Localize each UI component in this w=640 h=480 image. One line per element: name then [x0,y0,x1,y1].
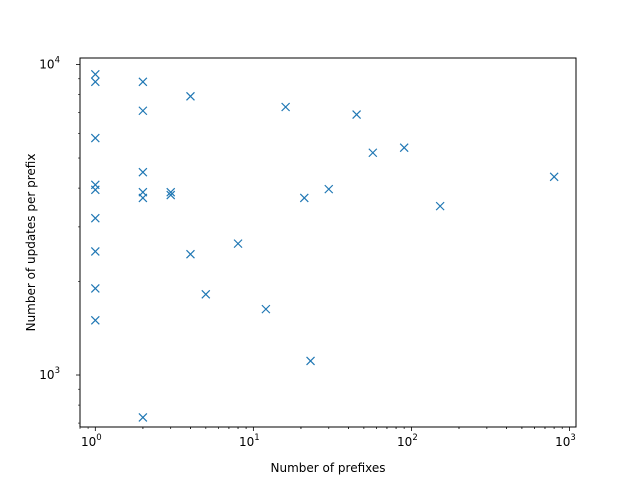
data-point [90,315,100,325]
data-point [261,304,271,314]
data-point [138,413,148,422]
data-point [166,187,176,197]
x-tick-label: 102 [397,433,418,449]
x-axis-label: Number of prefixes [271,461,386,475]
x-tick-label: 103 [555,433,576,449]
data-point [306,356,315,366]
data-point [90,69,100,79]
data-point [90,185,100,195]
data-point [186,91,195,101]
data-point [281,102,291,112]
data-point [368,148,378,158]
data-point [201,289,211,299]
y-tick-label: 104 [39,56,60,72]
data-point [233,239,243,249]
data-point [549,172,559,182]
y-axis-label: Number of updates per prefix [24,154,38,332]
plot-frame [79,57,577,428]
data-point [138,167,148,177]
data-point [138,77,148,87]
data-point [138,193,148,203]
data-point [299,193,309,203]
data-point [186,249,195,259]
data-point [399,143,409,153]
data-point [90,247,100,256]
data-points [90,69,559,422]
plot-area [80,58,576,427]
x-tick-label: 100 [81,433,102,449]
data-point [166,190,176,200]
data-point [435,201,445,211]
y-tick-label: 103 [39,366,60,382]
data-point [324,184,334,194]
data-point [90,133,100,143]
data-point [90,284,100,293]
data-point [90,77,100,87]
x-tick-label: 101 [239,433,260,449]
data-point [352,110,362,120]
data-point [90,213,100,223]
data-point [138,106,148,116]
